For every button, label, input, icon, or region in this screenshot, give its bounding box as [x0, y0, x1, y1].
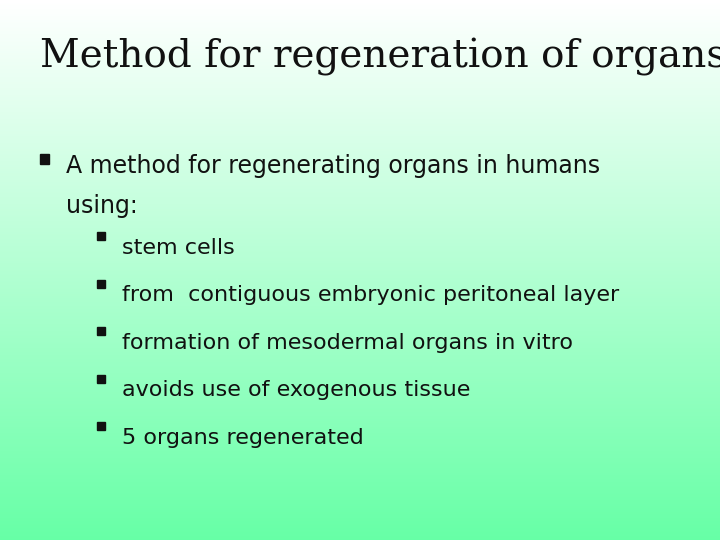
Text: Method for regeneration of organs: Method for regeneration of organs	[40, 38, 720, 76]
Bar	[40, 154, 49, 164]
Text: avoids use of exogenous tissue: avoids use of exogenous tissue	[122, 380, 471, 400]
Text: from  contiguous embryonic peritoneal layer: from contiguous embryonic peritoneal lay…	[122, 285, 620, 305]
Bar	[97, 232, 105, 240]
Text: A method for regenerating organs in humans: A method for regenerating organs in huma…	[66, 154, 600, 178]
Bar	[97, 375, 105, 383]
Bar	[97, 327, 105, 335]
Bar	[97, 280, 105, 288]
Text: formation of mesodermal organs in vitro: formation of mesodermal organs in vitro	[122, 333, 573, 353]
Text: 5 organs regenerated: 5 organs regenerated	[122, 428, 364, 448]
Text: using:: using:	[66, 194, 138, 218]
Text: stem cells: stem cells	[122, 238, 235, 258]
Bar	[97, 422, 105, 430]
